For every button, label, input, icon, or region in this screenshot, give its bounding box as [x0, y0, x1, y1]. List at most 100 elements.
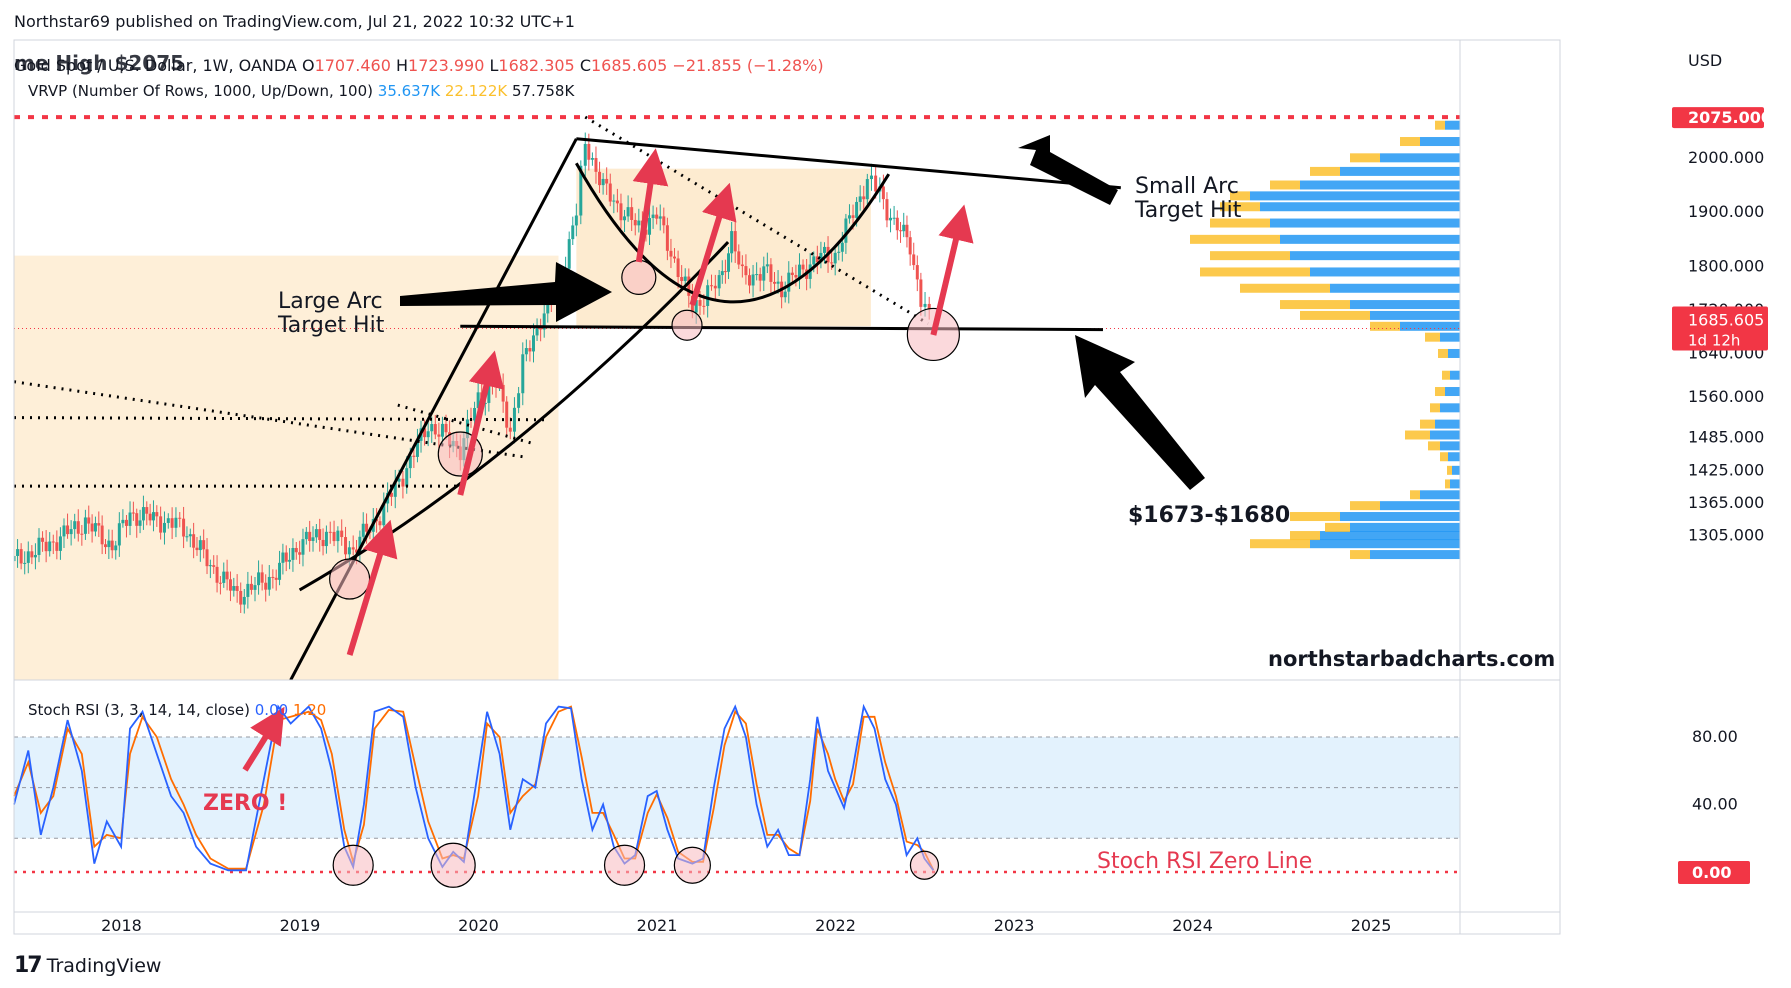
candle-body — [271, 576, 275, 578]
candle-body — [531, 335, 535, 352]
candle-body — [637, 220, 641, 226]
candle-body — [328, 531, 332, 533]
candle-body — [30, 551, 34, 558]
vrvp-down-bar — [1410, 490, 1420, 500]
candle-body — [680, 277, 684, 282]
tradingview-logo[interactable]: 𝟭𝟳 TradingView — [14, 953, 161, 978]
stoch-zero-line-label-line: Stoch RSI Zero Line — [1097, 849, 1312, 874]
candle-body — [257, 572, 261, 586]
candle-body — [195, 547, 199, 551]
candle-body — [862, 196, 866, 200]
candle-body — [787, 272, 791, 292]
rsi-tick-label: 80.00 — [1692, 727, 1738, 746]
vrvp-down-bar — [1435, 120, 1445, 130]
candle-body — [892, 217, 896, 219]
candle-body — [178, 517, 182, 519]
h-value: 1723.990 — [408, 56, 489, 75]
candle-body — [76, 521, 80, 534]
candle-body — [405, 468, 409, 487]
candle-body — [905, 224, 909, 238]
vrvp-up-bar — [1448, 348, 1460, 358]
candle-body — [117, 523, 121, 546]
candle-body — [382, 503, 386, 526]
candle-body — [881, 186, 885, 200]
candle-body — [336, 530, 340, 542]
candle-body — [235, 586, 239, 591]
candle-body — [291, 547, 295, 560]
candle-body — [612, 200, 616, 202]
candle-body — [69, 529, 73, 535]
candle-body — [444, 423, 448, 433]
price-tick-label: 1305.000 — [1688, 526, 1764, 545]
vrvp-up-bar — [1290, 251, 1460, 261]
candle-body — [601, 178, 605, 186]
candle-body — [318, 529, 322, 540]
vrvp-down-bar — [1405, 430, 1430, 440]
candle-body — [412, 455, 416, 457]
candle-body — [498, 384, 502, 387]
large-arc-label: Large Arc Target Hit — [277, 289, 385, 338]
price-tick-label: 1900.000 — [1688, 202, 1764, 221]
vrvp-up-value: 35.637K — [378, 82, 445, 100]
large-arc-label-line: Target Hit — [277, 313, 385, 338]
candle-body — [19, 549, 23, 564]
vrvp-up-bar — [1420, 137, 1460, 147]
candle-body — [473, 407, 477, 421]
vrvp-up-bar — [1380, 153, 1460, 163]
candle-body — [212, 565, 216, 567]
time-tick-label: 2018 — [101, 916, 142, 935]
candle-body — [508, 427, 512, 432]
c-label: C — [580, 56, 591, 75]
candle-body — [131, 512, 135, 514]
candle-body — [623, 216, 627, 221]
candle-body — [769, 264, 773, 282]
support-range-label-line: $1673-$1680 — [1128, 503, 1290, 528]
candle-body — [426, 431, 430, 438]
candle-body — [608, 183, 612, 202]
candle-body — [655, 214, 659, 219]
candle-body — [494, 385, 498, 387]
candle-body — [110, 540, 114, 551]
red-up-arrow — [457, 350, 504, 496]
candle-body — [284, 552, 288, 562]
vrvp-down-bar — [1442, 370, 1450, 380]
candle-body — [687, 276, 691, 296]
candle-body — [55, 542, 59, 551]
red-up-arrow — [930, 204, 974, 336]
candle-body — [895, 217, 899, 231]
vrvp-down-bar — [1240, 283, 1330, 293]
vrvp-down-bar — [1435, 387, 1445, 397]
overlay-text: me High $2075 — [14, 51, 184, 75]
pink-highlight-circle — [621, 259, 657, 295]
publish-line: Northstar69 published on TradingView.com… — [14, 12, 575, 31]
candle-body — [58, 536, 62, 551]
candle-body — [755, 274, 759, 276]
candle-body — [228, 579, 232, 591]
vrvp-up-bar — [1435, 419, 1460, 429]
candle-body — [274, 577, 278, 580]
candle-body — [571, 225, 575, 240]
candle-body — [542, 313, 546, 330]
candle-body — [33, 554, 37, 558]
vrvp-down-bar — [1370, 321, 1400, 331]
black-arrow-large-arc — [400, 262, 612, 322]
candle-body — [844, 218, 848, 243]
vrvp-up-bar — [1445, 120, 1460, 130]
vrvp-down-bar — [1210, 218, 1270, 228]
candle-body — [740, 264, 744, 267]
rsi-tick-label: 40.00 — [1692, 795, 1738, 814]
candle-body — [487, 385, 491, 403]
red-up-arrow — [346, 519, 398, 656]
candle-body — [758, 274, 762, 281]
candle-body — [347, 547, 351, 555]
candle-body — [772, 281, 776, 284]
small-arc-label: Small Arc Target Hit — [1134, 174, 1242, 223]
candle-body — [648, 218, 652, 235]
last-price-countdown: 1d 12h — [1688, 331, 1740, 349]
candle-body — [915, 265, 919, 280]
vrvp-up-bar — [1340, 166, 1460, 176]
vrvp-down-bar — [1310, 166, 1340, 176]
candle-body — [840, 242, 844, 252]
stoch-zero-line-label: Stoch RSI Zero Line — [1097, 849, 1312, 874]
